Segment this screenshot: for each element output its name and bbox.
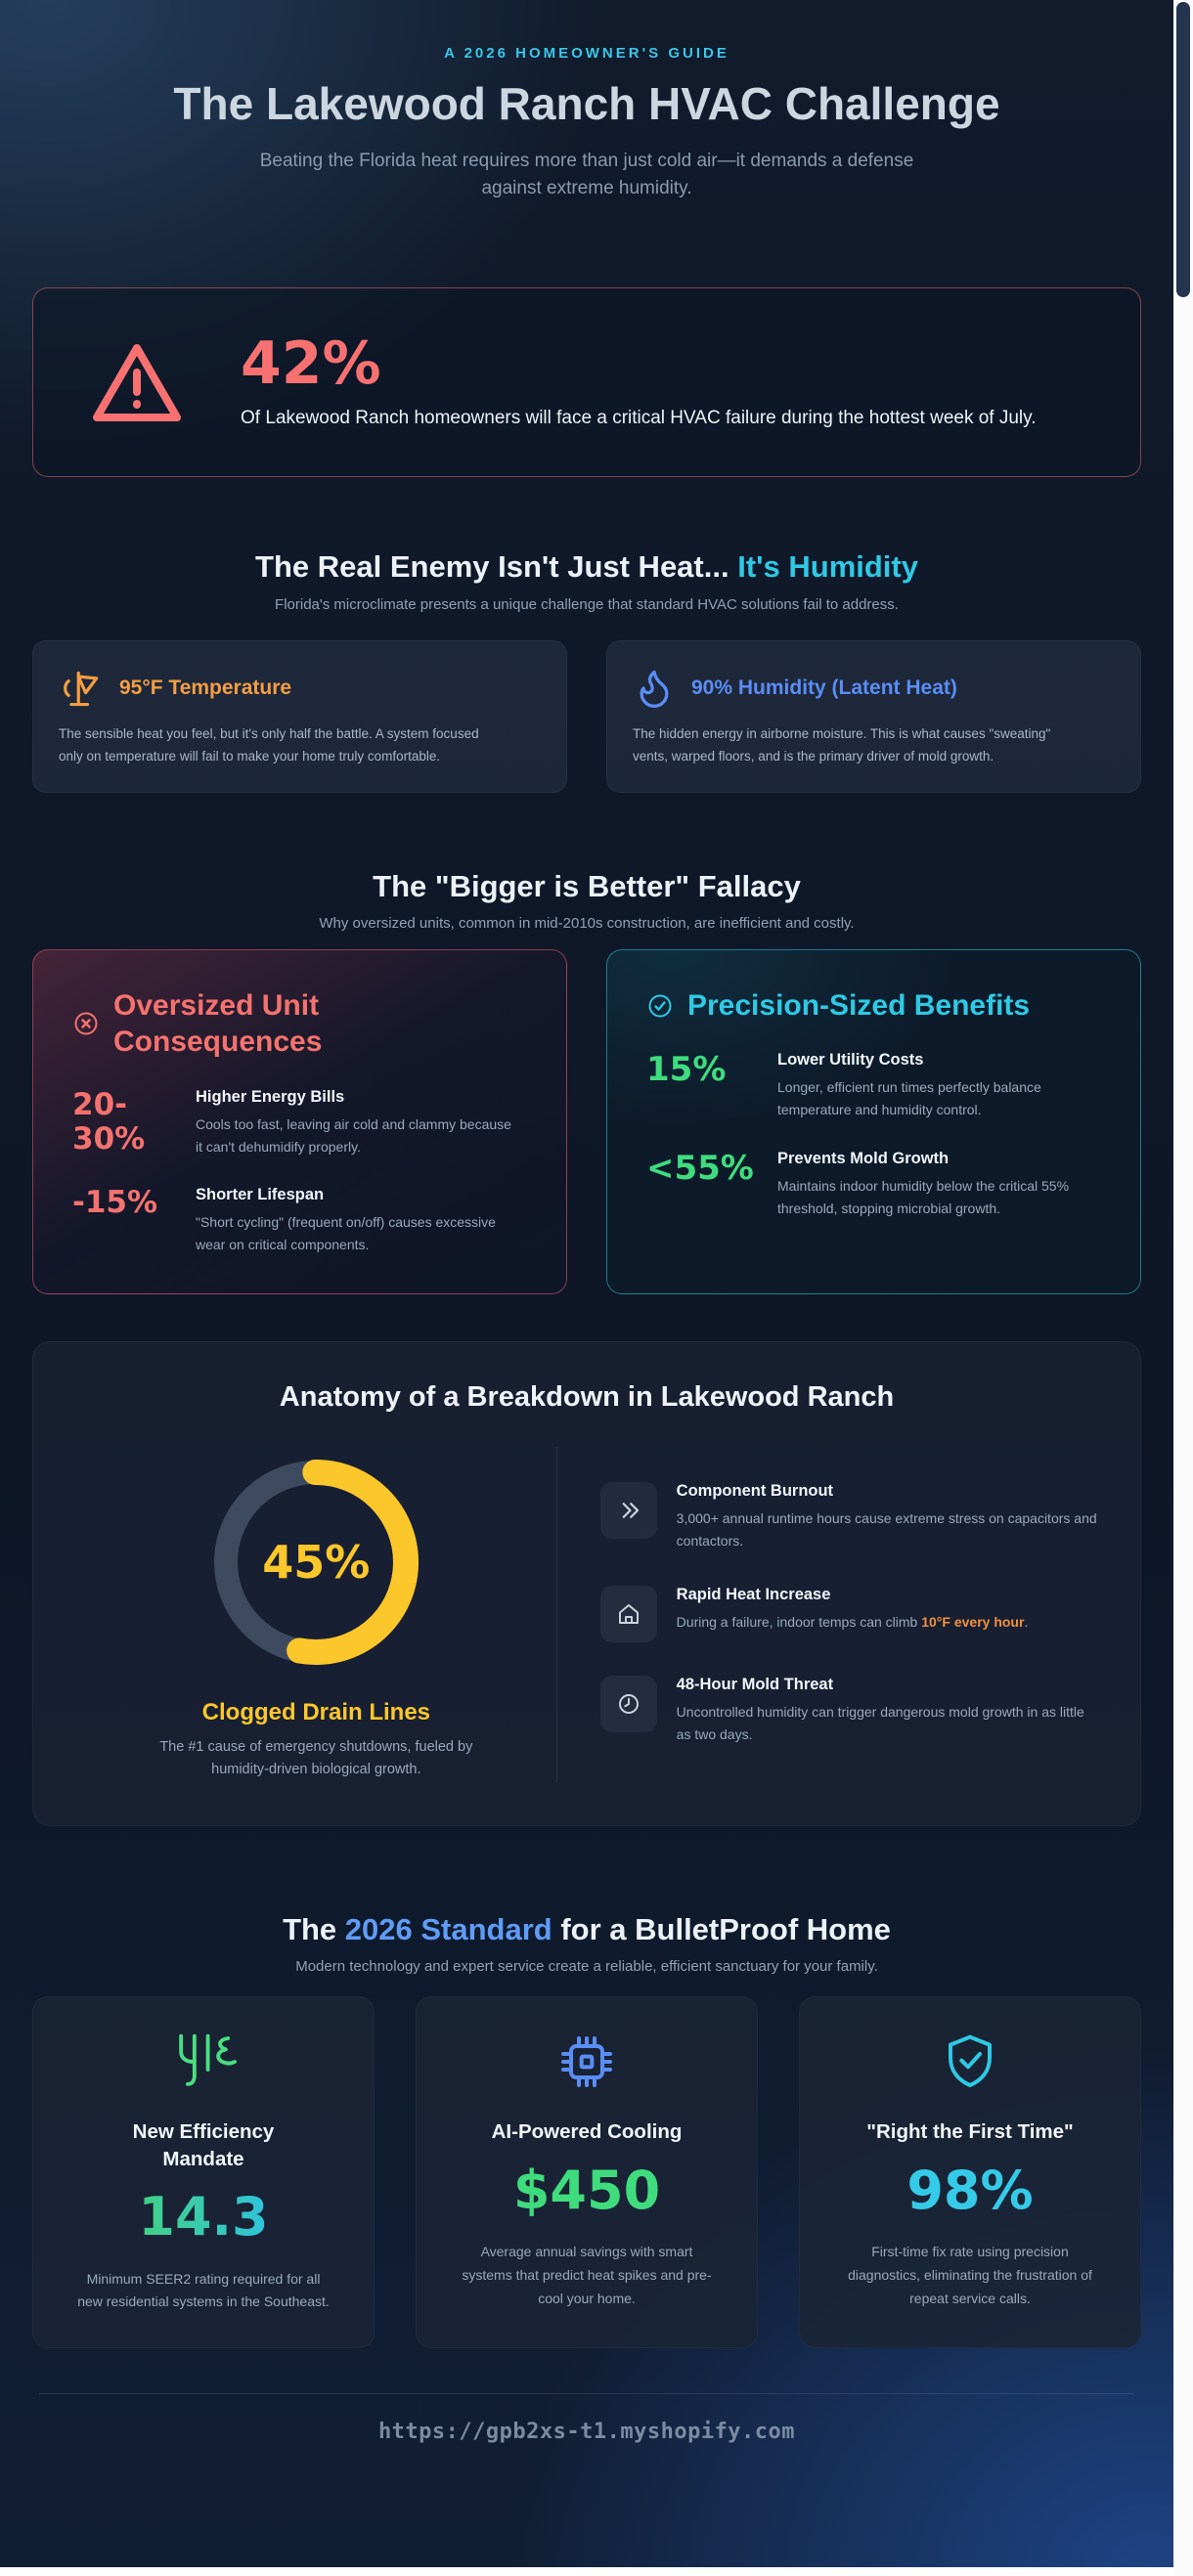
standard-card-body: Minimum SEER2 rating required for all ne… <box>77 2270 330 2310</box>
warning-triangle-icon <box>84 335 190 429</box>
fallacy-cards-row: Oversized Unit Consequences 20-30% Highe… <box>32 948 1141 1295</box>
page-subtitle: Beating the Florida heat requires more t… <box>259 150 914 199</box>
home-icon <box>599 1586 657 1643</box>
fallacy-section-subtitle: Why oversized units, common in mid-2010s… <box>319 914 855 932</box>
oversized-consequences-card: Oversized Unit Consequences 20-30% Highe… <box>32 948 567 1295</box>
standard-section-title: The 2026 Standard for a BulletProof Home <box>283 1911 891 1946</box>
stat-label: Lower Utility Costs <box>777 1051 924 1070</box>
anatomy-card: Anatomy of a Breakdown in Lakewood Ranch… <box>32 1341 1141 1826</box>
fallacy-section-title: The "Bigger is Better" Fallacy <box>373 868 801 903</box>
breakdown-item-title: Component Burnout <box>676 1482 834 1501</box>
alert-stat-value: 42% <box>241 328 381 398</box>
enemy-cards-row: 95°F Temperature The sensible heat you f… <box>32 639 1141 793</box>
breakdown-item-body: Uncontrolled humidity can trigger danger… <box>676 1704 1084 1743</box>
standard-card-value: 98% <box>906 2159 1034 2221</box>
ai-cooling-card: AI-Powered Cooling $450 Average annual s… <box>416 1995 758 2349</box>
breakdown-item-title: 48-Hour Mold Threat <box>676 1676 834 1694</box>
breakdown-item-mold-threat: 48-Hour Mold Threat Uncontrolled humidit… <box>599 1676 1097 1746</box>
standard-card-title: AI-Powered Cooling <box>491 2119 683 2143</box>
fallacy-section-header: The "Bigger is Better" Fallacy Why overs… <box>32 867 1141 932</box>
flame-icon <box>633 665 676 712</box>
donut-percent-label: 45% <box>262 1536 371 1590</box>
circle-x-icon <box>72 1010 100 1037</box>
standard-cards-row: New Efficiency Mandate 14.3 Minimum SEER… <box>32 1995 1141 2349</box>
stat-body: Cools too fast, leaving air cold and cla… <box>196 1115 511 1155</box>
oversized-card-title: Oversized Unit Consequences <box>113 988 323 1059</box>
breakdown-list: Component Burnout 3,000+ annual runtime … <box>555 1447 1097 1782</box>
footer-divider <box>39 2393 1134 2395</box>
temperature-icon <box>59 665 104 712</box>
stat-body: "Short cycling" (frequent on/off) causes… <box>196 1214 496 1253</box>
right-first-time-card: "Right the First Time" 98% First-time fi… <box>799 1995 1141 2349</box>
stat-value: 20-30% <box>72 1086 146 1157</box>
stat-body: Maintains indoor humidity below the crit… <box>777 1177 1070 1216</box>
enemy-section-subtitle: Florida's microclimate presents a unique… <box>275 595 899 613</box>
standard-section-subtitle: Modern technology and expert service cre… <box>295 1957 878 1975</box>
temperature-card-body: The sensible heat you feel, but it's onl… <box>59 725 479 764</box>
standard-card-body: First-time fix rate using precision diag… <box>848 2243 1092 2306</box>
shield-check-icon <box>939 2030 1001 2093</box>
temperature-card-title: 95°F Temperature <box>119 676 292 699</box>
standard-card-body: Average annual savings with smart system… <box>462 2243 712 2306</box>
cpu-icon <box>555 2030 618 2093</box>
stat-item-lifespan: -15% Shorter Lifespan "Short cycling" (f… <box>72 1185 527 1256</box>
enemy-section-title: The Real Enemy Isn't Just Heat... It's H… <box>255 549 918 585</box>
stat-body: Longer, efficient run times perfectly ba… <box>777 1079 1041 1118</box>
humidity-card-body: The hidden energy in airborne moisture. … <box>633 725 1051 764</box>
humidity-card: 90% Humidity (Latent Heat) The hidden en… <box>606 639 1141 793</box>
stat-value: -15% <box>72 1185 158 1220</box>
precision-card-title: Precision-Sized Benefits <box>687 988 1031 1022</box>
alert-stat-description: Of Lakewood Ranch homeowners will face a… <box>241 407 1037 428</box>
infographic-page: A 2026 HOMEOWNER'S GUIDE The Lakewood Ra… <box>0 0 1173 2567</box>
breakdown-item-body: During a failure, indoor temps can climb… <box>676 1614 1029 1631</box>
donut-title: Clogged Drain Lines <box>201 1699 431 1726</box>
header: A 2026 HOMEOWNER'S GUIDE The Lakewood Ra… <box>0 0 1173 203</box>
donut-description: The #1 cause of emergency shutdowns, fue… <box>159 1739 473 1778</box>
footer-url: https://gpb2xs-t1.myshopify.com <box>377 2420 796 2445</box>
stat-item-energy-bills: 20-30% Higher Energy Bills Cools too fas… <box>72 1086 527 1158</box>
enemy-section-header: The Real Enemy Isn't Just Heat... It's H… <box>32 547 1141 612</box>
efficiency-mandate-card: New Efficiency Mandate 14.3 Minimum SEER… <box>32 1995 375 2349</box>
stat-item-mold-growth: <55% Prevents Mold Growth Maintains indo… <box>646 1148 1101 1220</box>
clock-icon <box>599 1676 657 1733</box>
breakdown-item-title: Rapid Heat Increase <box>676 1586 831 1604</box>
standard-card-value: 14.3 <box>138 2186 269 2249</box>
scrollbar-thumb[interactable] <box>1176 2 1190 297</box>
breakdown-item-rapid-heat: Rapid Heat Increase During a failure, in… <box>599 1586 1097 1643</box>
scrollbar-track[interactable] <box>1173 0 1193 2576</box>
stat-label: Shorter Lifespan <box>196 1186 325 1203</box>
standard-card-title: "Right the First Time" <box>866 2119 1074 2143</box>
alert-card: 42% Of Lakewood Ranch homeowners will fa… <box>32 286 1141 478</box>
stat-label: Higher Energy Bills <box>196 1087 345 1106</box>
precision-benefits-card: Precision-Sized Benefits 15% Lower Utili… <box>606 948 1141 1295</box>
anatomy-title: Anatomy of a Breakdown in Lakewood Ranch <box>279 1381 895 1414</box>
stat-value: 15% <box>646 1050 727 1090</box>
donut-chart-block: 45% Clogged Drain Lines The #1 cause of … <box>76 1447 556 1781</box>
stat-item-utility-costs: 15% Lower Utility Costs Longer, efficien… <box>646 1051 1101 1121</box>
temperature-card: 95°F Temperature The sensible heat you f… <box>32 639 567 793</box>
breakdown-item-body: 3,000+ annual runtime hours cause extrem… <box>676 1510 1097 1550</box>
chevrons-right-icon <box>599 1482 657 1540</box>
stat-value: <55% <box>646 1148 754 1188</box>
donut-chart: 45% <box>200 1447 431 1678</box>
circle-check-icon <box>646 992 674 1020</box>
standard-card-value: $450 <box>512 2159 661 2221</box>
leaf-icon <box>161 2030 245 2093</box>
standard-card-title: New Efficiency Mandate <box>132 2119 275 2170</box>
highlight-text: 10°F every hour <box>921 1614 1025 1631</box>
standard-section-header: The 2026 Standard for a BulletProof Home… <box>32 1910 1141 1975</box>
stat-label: Prevents Mold Growth <box>777 1149 950 1167</box>
humidity-card-title: 90% Humidity (Latent Heat) <box>691 676 957 699</box>
page-title: The Lakewood Ranch HVAC Challenge <box>173 78 1000 129</box>
breakdown-item-component-burnout: Component Burnout 3,000+ annual runtime … <box>599 1482 1097 1552</box>
eyebrow-label: A 2026 HOMEOWNER'S GUIDE <box>444 45 729 62</box>
